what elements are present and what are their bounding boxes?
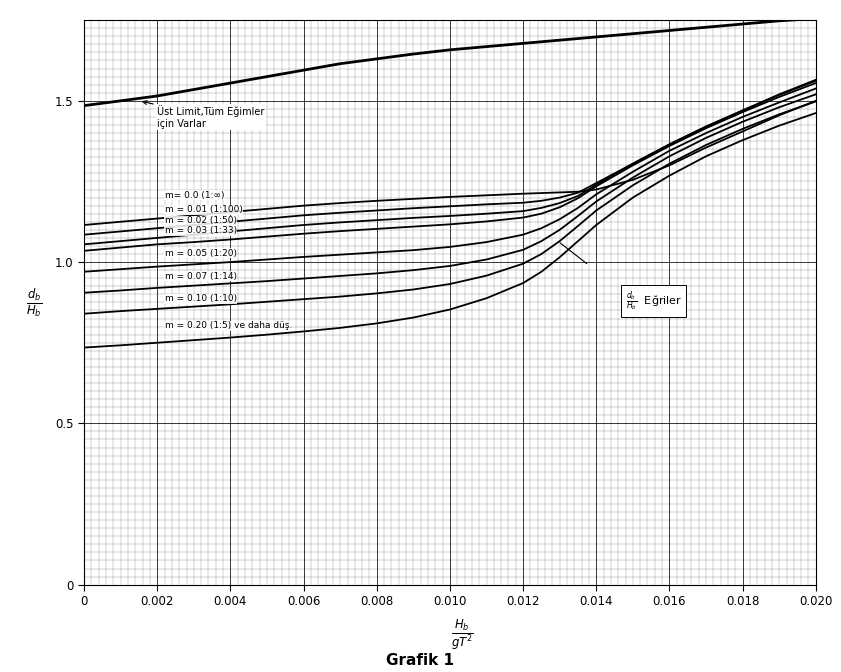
Text: $\frac{H_b}{gT^2}$: $\frac{H_b}{gT^2}$ <box>451 618 474 653</box>
Text: Üst Limit,Tüm Eğimler
için Varlar: Üst Limit,Tüm Eğimler için Varlar <box>143 101 265 128</box>
Text: $\frac{d_b}{H_b}$  Eğriler: $\frac{d_b}{H_b}$ Eğriler <box>626 289 682 313</box>
Text: m = 0.20 (1:5) ve daha düş.: m = 0.20 (1:5) ve daha düş. <box>165 321 292 330</box>
Text: m = 0.02 (1:50): m = 0.02 (1:50) <box>165 216 236 225</box>
Text: Grafik 1: Grafik 1 <box>387 653 454 668</box>
Text: m = 0.10 (1:10): m = 0.10 (1:10) <box>165 294 236 304</box>
Text: $\frac{d_b}{H_b}$: $\frac{d_b}{H_b}$ <box>25 286 42 319</box>
Text: m= 0.0 (1:∞): m= 0.0 (1:∞) <box>165 191 224 200</box>
Text: m = 0.05 (1:20): m = 0.05 (1:20) <box>165 249 236 257</box>
Text: m = 0.03 (1:33): m = 0.03 (1:33) <box>165 226 236 235</box>
Text: m = 0.07 (1:14): m = 0.07 (1:14) <box>165 272 236 281</box>
Text: m = 0.01 (1:100): m = 0.01 (1:100) <box>165 205 242 214</box>
